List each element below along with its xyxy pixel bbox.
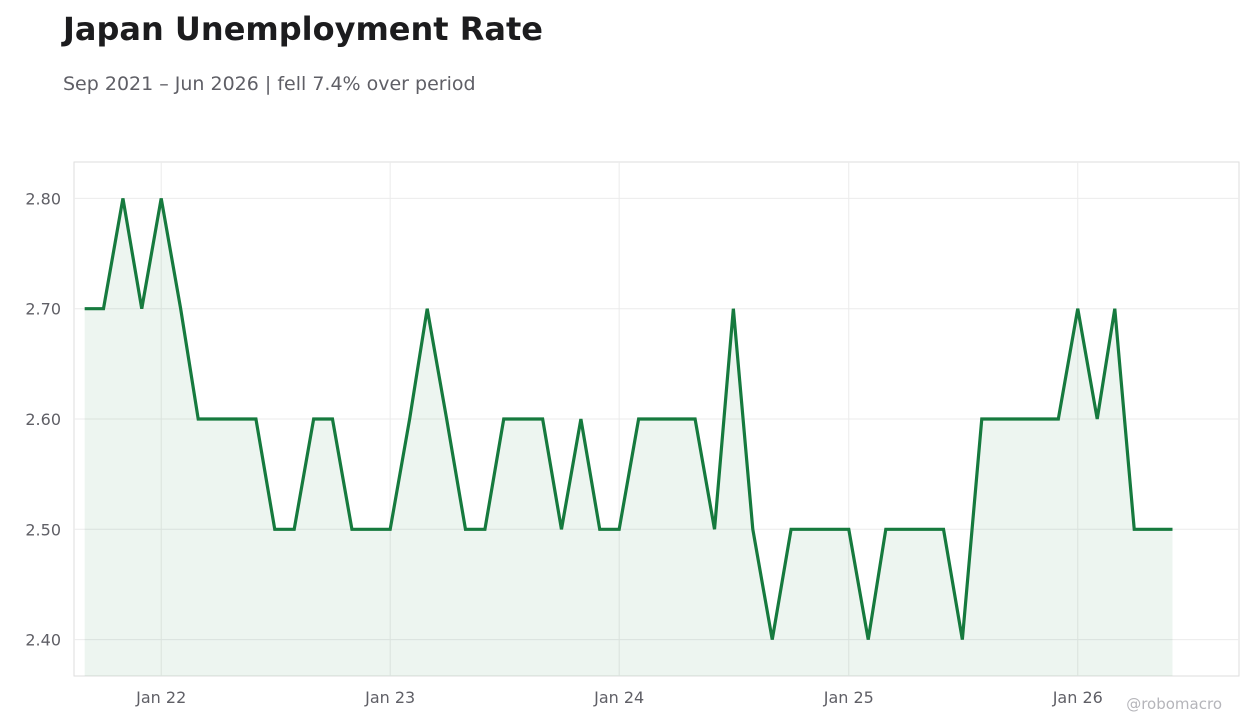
watermark: @robomacro	[1126, 695, 1222, 713]
y-tick-label: 2.40	[25, 631, 61, 650]
y-tick-label: 2.80	[25, 189, 61, 208]
chart-title: Japan Unemployment Rate	[63, 10, 543, 48]
x-tick-label: Jan 24	[593, 688, 644, 707]
series-line	[84, 198, 1173, 640]
y-tick-label: 2.70	[25, 300, 61, 319]
chart-subtitle: Sep 2021 – Jun 2026 | fell 7.4% over per…	[63, 73, 476, 95]
x-tick-label: Jan 25	[823, 688, 874, 707]
x-tick-label: Jan 26	[1052, 688, 1103, 707]
y-tick-label: 2.60	[25, 410, 61, 429]
x-tick-label: Jan 23	[364, 688, 415, 707]
y-tick-label: 2.50	[25, 520, 61, 539]
x-tick-label: Jan 22	[135, 688, 186, 707]
area-fill	[84, 198, 1173, 676]
